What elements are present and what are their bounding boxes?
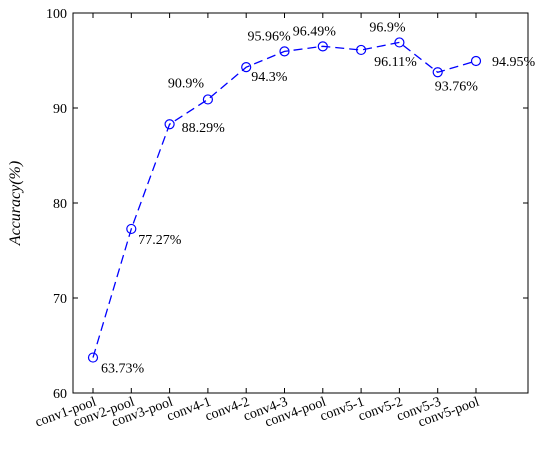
data-point-marker [87,352,99,363]
data-label: 96.9% [369,20,406,35]
data-label: 88.29% [182,121,226,136]
data-label: 93.76% [435,79,479,94]
y-axis-title: Accuracy(%) [7,161,24,246]
y-tick-label: 90 [53,102,67,117]
data-point-marker [126,223,137,235]
data-point-marker [470,55,482,67]
data-point-marker [279,46,290,57]
y-tick-label: 80 [53,197,67,212]
data-label: 95.96% [248,29,292,44]
data-label: 94.3% [251,70,288,85]
data-label: 96.49% [293,24,337,39]
data-label: 94.95% [492,55,536,70]
data-point-marker [164,119,175,130]
data-point-marker [241,62,252,73]
data-label: 90.9% [168,76,205,91]
data-point-marker [317,41,328,52]
series-markers [87,37,482,363]
data-label: 63.73% [101,362,145,377]
y-tick-label: 70 [53,292,67,307]
series-line [92,41,477,358]
data-label: 77.27% [138,233,182,248]
data-point-marker [202,94,213,105]
y-axis-ticks: 60 70 80 90 100 [46,7,528,402]
data-labels: 63.73% 77.27% 88.29% 90.9% 94.3% 95.96% 96.49%… [101,20,536,376]
y-tick-label: 60 [53,387,67,402]
data-point-marker [432,67,443,78]
data-point-marker [356,44,367,56]
data-point-marker [394,37,405,48]
y-tick-label: 100 [46,7,67,22]
data-label: 96.11% [374,55,417,70]
